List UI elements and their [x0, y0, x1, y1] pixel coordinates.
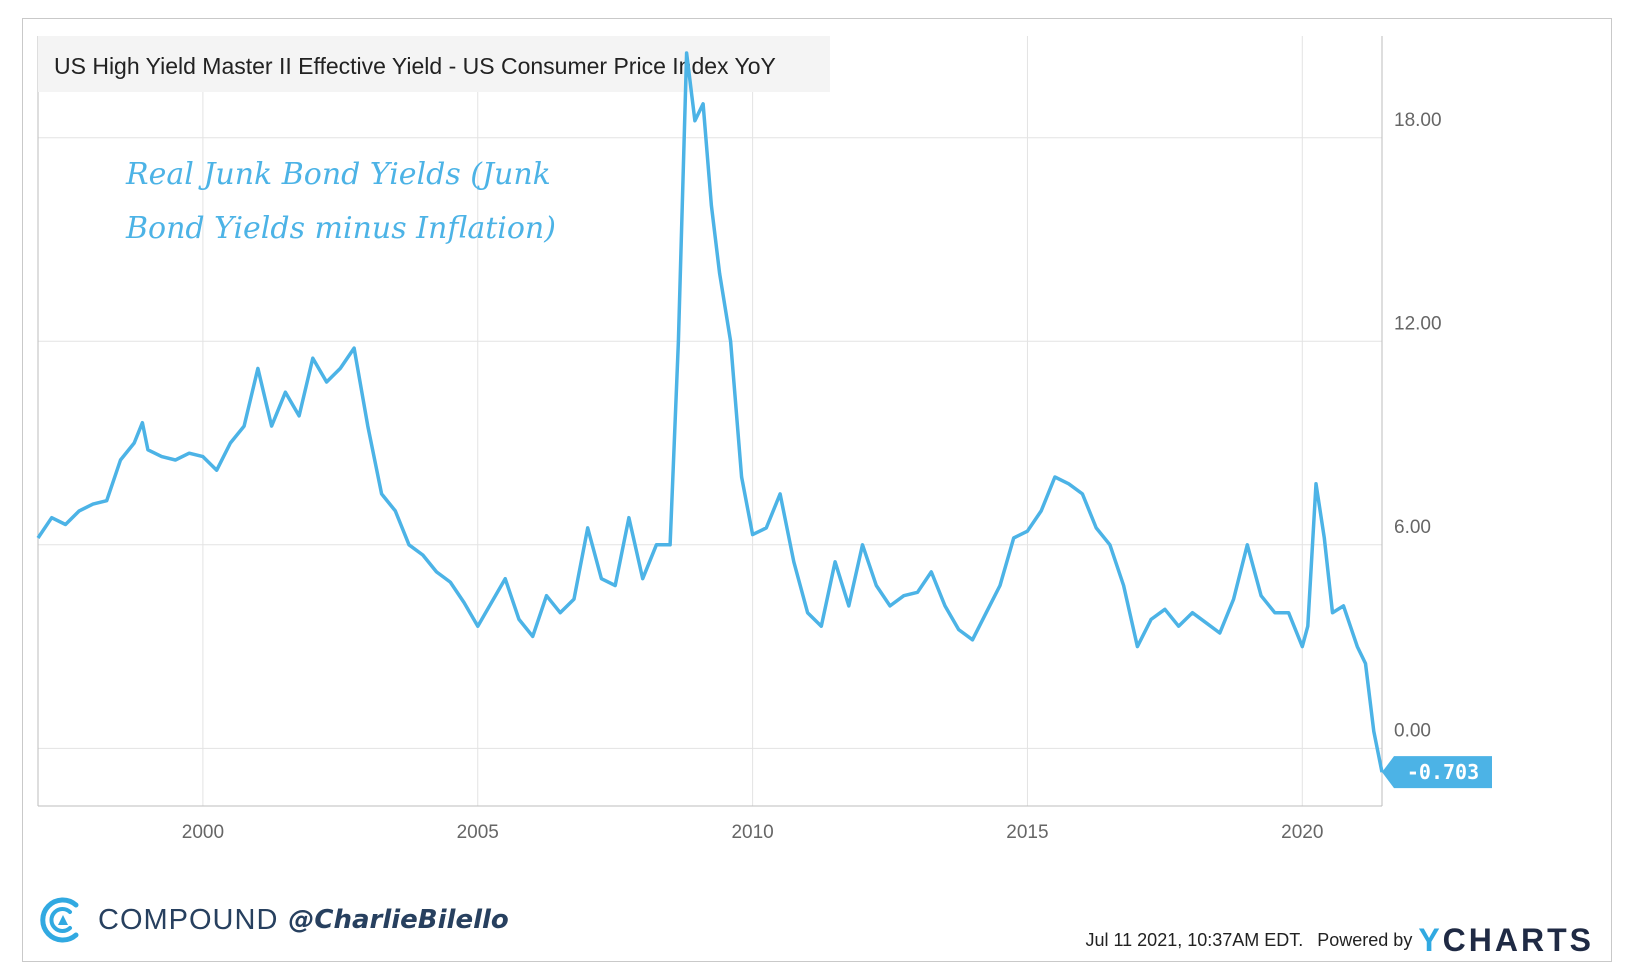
x-tick-label: 2010 [731, 822, 773, 843]
chart-frame [22, 18, 1612, 962]
compound-logo-icon [40, 897, 79, 943]
y-tick-label: 6.00 [1394, 517, 1431, 538]
x-tick-label: 2020 [1281, 822, 1323, 843]
compound-brand: COMPOUND @CharlieBilello [38, 892, 509, 948]
ycharts-logo: YCHARTS [1418, 922, 1594, 959]
x-tick-label: 2015 [1006, 822, 1048, 843]
axis-layer: 2000 2005 2010 2015 2020 0.00 6.00 12.00 18.00 [182, 110, 1442, 843]
last-value-badge-shape [1382, 756, 1492, 789]
y-tick-label: 12.00 [1394, 313, 1442, 334]
last-value-label: -0.703 [1407, 760, 1479, 784]
compound-name: COMPOUND [98, 903, 279, 936]
grid-layer [37, 36, 1383, 807]
last-value-badge: -0.703 [1382, 756, 1492, 789]
powered-by-label: Powered by [1317, 930, 1413, 950]
title-background [38, 36, 830, 92]
footer-credits: Jul 11 2021, 10:37AM EDT. Powered by YCH… [1085, 922, 1594, 959]
timestamp: Jul 11 2021, 10:37AM EDT. [1085, 930, 1304, 950]
y-tick-label: 18.00 [1394, 110, 1442, 131]
twitter-handle: @CharlieBilello [288, 905, 509, 935]
ycharts-logo-y: Y [1418, 922, 1443, 958]
series-line [36, 51, 1384, 773]
x-tick-label: 2005 [457, 822, 499, 843]
annotation-line-2: Bond Yields minus Inflation) [125, 211, 556, 246]
annotation-line-1: Real Junk Bond Yields (Junk [125, 157, 551, 192]
x-tick-label: 2000 [182, 822, 224, 843]
y-tick-label: 0.00 [1394, 720, 1431, 741]
chart-title: US High Yield Master II Effective Yield … [54, 53, 776, 79]
ycharts-logo-text: CHARTS [1442, 922, 1594, 958]
